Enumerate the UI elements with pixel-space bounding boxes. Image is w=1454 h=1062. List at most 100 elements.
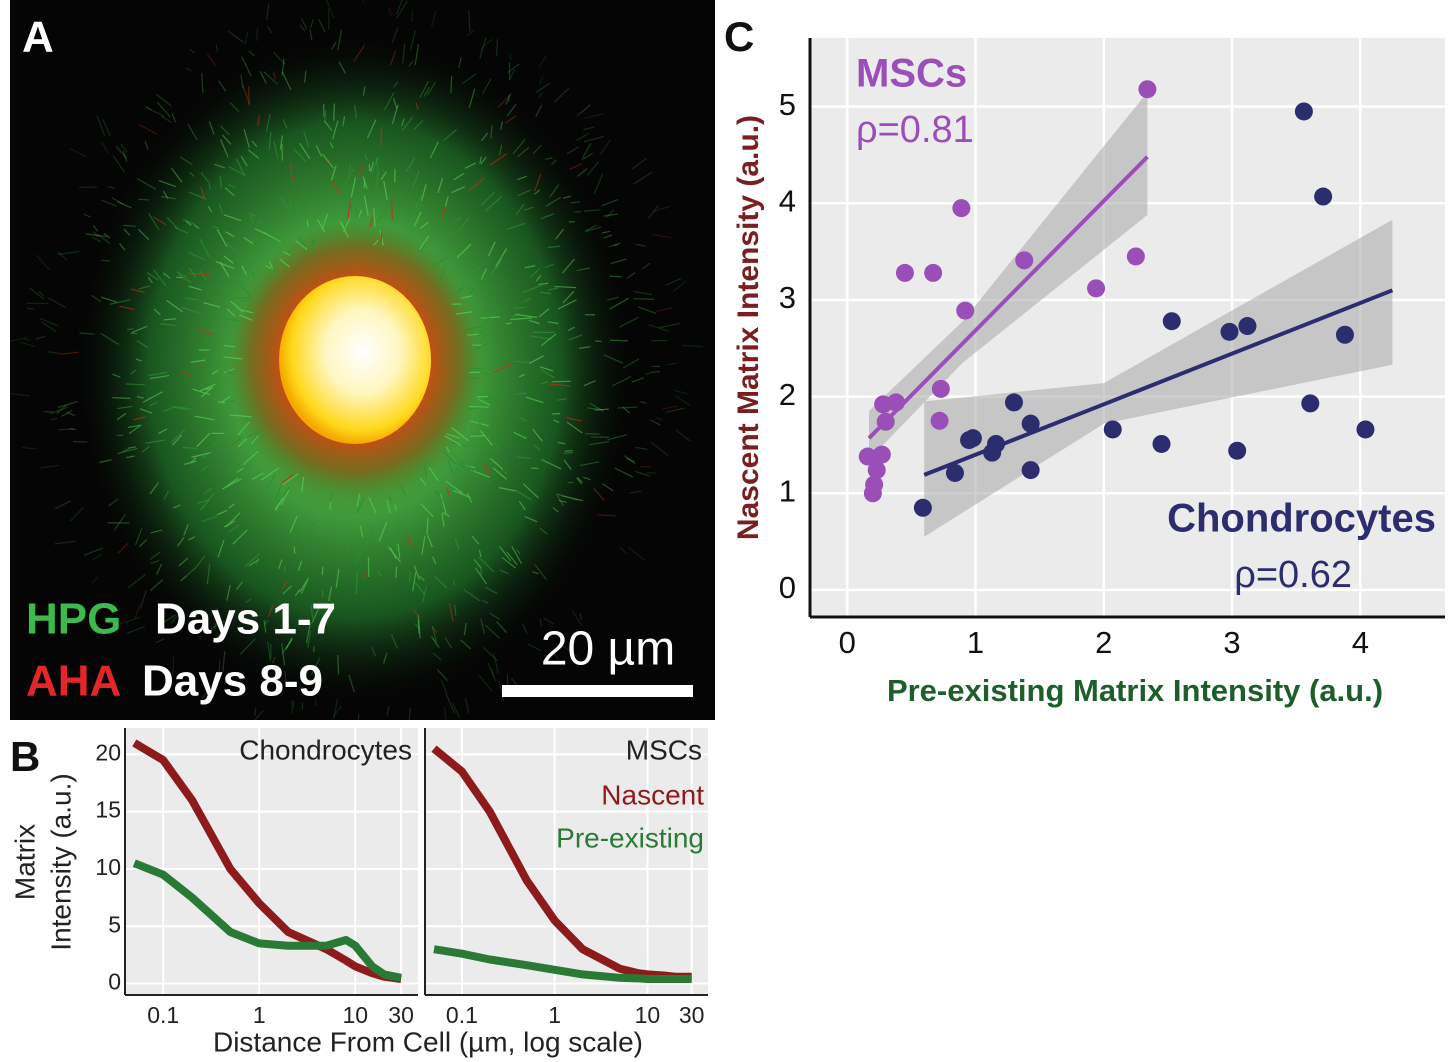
fiber — [480, 132, 489, 142]
fiber — [188, 272, 210, 276]
fiber — [540, 333, 557, 347]
y-axis-label: Nascent Matrix Intensity (a.u.) — [732, 115, 765, 540]
fiber — [393, 81, 399, 88]
fiber — [414, 581, 426, 595]
fiber — [222, 134, 232, 145]
fiber — [229, 414, 252, 418]
panel-label: A — [22, 13, 54, 62]
fiber — [212, 630, 224, 642]
fiber — [39, 317, 58, 327]
x-tick-label: 1 — [967, 625, 984, 660]
fiber — [474, 342, 490, 351]
fiber — [194, 415, 215, 421]
fiber — [500, 468, 507, 475]
fiber — [453, 461, 470, 471]
fiber — [617, 406, 638, 409]
fiber — [307, 630, 312, 648]
fiber — [464, 697, 470, 714]
fiber — [243, 236, 254, 245]
fiber — [133, 416, 146, 421]
fiber — [444, 435, 462, 447]
fiber — [522, 623, 528, 634]
fiber — [587, 407, 603, 411]
fiber — [251, 140, 258, 148]
fiber — [650, 370, 661, 374]
fiber — [148, 371, 168, 377]
fiber — [239, 638, 256, 655]
fiber — [410, 202, 423, 212]
fiber — [359, 525, 364, 538]
fiber — [609, 275, 621, 278]
fiber — [673, 280, 687, 292]
y-tick-label: 20 — [95, 739, 121, 765]
fiber — [401, 116, 414, 131]
fiber — [412, 609, 421, 619]
fiber — [564, 449, 573, 452]
fiber — [306, 219, 309, 228]
fiber — [405, 156, 416, 173]
fiber — [513, 360, 531, 364]
x-tick-label: 1 — [253, 1002, 266, 1028]
fiber — [144, 106, 165, 117]
fiber — [445, 480, 463, 494]
series-name: Chondrocytes — [1167, 497, 1436, 541]
fiber — [215, 261, 235, 270]
fiber — [505, 115, 517, 124]
fiber — [467, 406, 484, 411]
fiber — [593, 173, 604, 195]
fiber — [493, 442, 500, 450]
fiber — [599, 139, 612, 156]
fiber — [223, 344, 236, 348]
fiber — [535, 82, 551, 93]
fiber — [478, 398, 491, 406]
fiber — [160, 195, 176, 200]
fiber — [389, 50, 397, 66]
fiber — [222, 275, 231, 280]
fiber — [180, 575, 188, 581]
fiber — [467, 333, 480, 336]
fiber — [333, 705, 342, 717]
fiber — [277, 486, 290, 504]
fiber — [127, 574, 146, 589]
fiber — [280, 489, 290, 506]
fiber — [445, 694, 456, 714]
fiber — [60, 351, 79, 355]
fiber — [187, 123, 198, 140]
fiber — [541, 459, 562, 470]
fiber — [557, 299, 577, 310]
fiber — [300, 17, 308, 30]
fiber — [421, 536, 426, 555]
fiber — [54, 540, 76, 545]
fiber — [121, 447, 131, 453]
fiber — [321, 566, 324, 576]
fiber — [310, 18, 314, 28]
point — [1021, 414, 1040, 433]
fiber — [505, 93, 512, 105]
fiber — [583, 135, 604, 143]
fiber — [220, 139, 229, 158]
fiber — [577, 168, 588, 177]
fiber — [535, 275, 542, 282]
point — [1103, 420, 1122, 439]
fiber — [454, 536, 460, 550]
fiber — [158, 428, 168, 435]
fiber — [650, 419, 661, 426]
fiber — [674, 395, 691, 407]
fiber — [549, 383, 571, 387]
fiber — [518, 500, 526, 511]
point — [1021, 461, 1040, 480]
fiber — [419, 477, 427, 486]
fiber — [607, 296, 620, 301]
point — [1126, 247, 1145, 266]
fiber — [355, 572, 358, 594]
fiber — [363, 179, 366, 188]
fiber — [139, 539, 147, 548]
fiber — [614, 467, 634, 478]
fiber — [40, 464, 60, 469]
fiber — [476, 395, 489, 398]
fiber — [130, 369, 137, 375]
fiber — [166, 217, 178, 229]
fiber — [631, 157, 648, 170]
fiber — [217, 539, 225, 558]
fiber — [529, 268, 540, 278]
